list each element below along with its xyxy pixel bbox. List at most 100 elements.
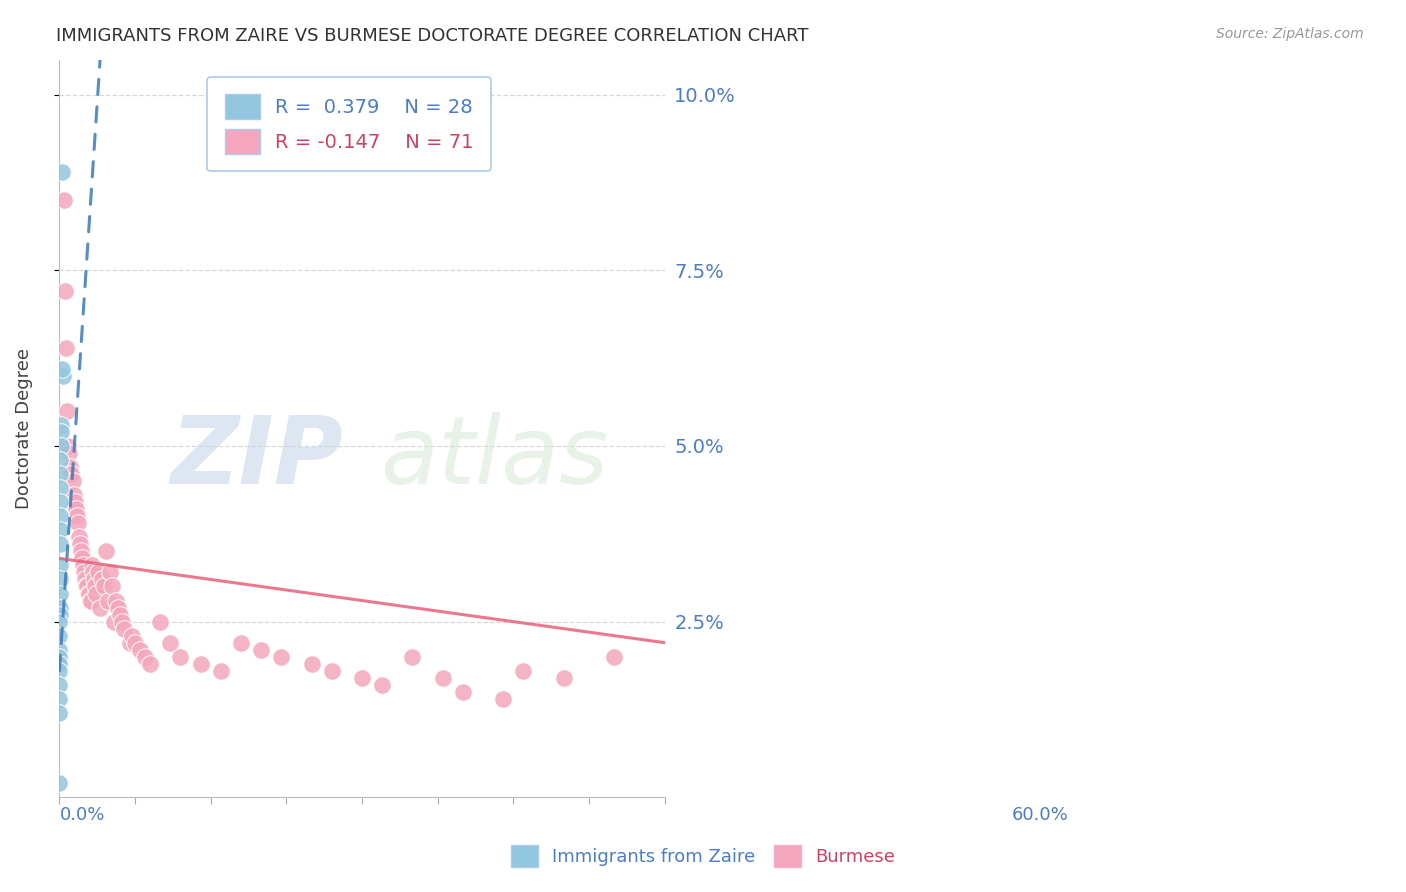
Point <box>52 193 75 207</box>
Point <box>48 573 70 587</box>
Point <box>48 558 70 573</box>
Point <box>58 446 80 460</box>
Point <box>84 586 107 600</box>
Point <box>76 579 98 593</box>
Point <box>93 579 115 593</box>
Point <box>55 285 77 299</box>
Point <box>209 664 232 678</box>
Point <box>58 439 80 453</box>
Point <box>66 516 89 531</box>
Point <box>301 657 323 671</box>
Point <box>48 537 70 551</box>
Point <box>512 664 534 678</box>
Point <box>108 607 131 622</box>
Point <box>90 573 112 587</box>
Legend: R =  0.379    N = 28, R = -0.147    N = 71: R = 0.379 N = 28, R = -0.147 N = 71 <box>208 77 492 171</box>
Text: 60.0%: 60.0% <box>1011 806 1069 824</box>
Point <box>75 579 97 593</box>
Y-axis label: Doctorate Degree: Doctorate Degree <box>15 348 32 509</box>
Point <box>51 417 73 432</box>
Point <box>48 664 70 678</box>
Point <box>83 573 105 587</box>
Point <box>121 629 143 643</box>
Point <box>49 467 72 481</box>
Point <box>321 664 343 678</box>
Point <box>270 649 292 664</box>
Point <box>401 649 423 664</box>
Point <box>48 523 70 537</box>
Point <box>48 678 70 692</box>
Point <box>62 488 84 502</box>
Point <box>48 706 70 720</box>
Text: IMMIGRANTS FROM ZAIRE VS BURMESE DOCTORATE DEGREE CORRELATION CHART: IMMIGRANTS FROM ZAIRE VS BURMESE DOCTORA… <box>56 27 808 45</box>
Point <box>65 502 87 516</box>
Point <box>51 361 73 376</box>
Point <box>49 425 72 439</box>
Point <box>79 593 101 607</box>
Point <box>98 566 121 580</box>
Point <box>73 573 96 587</box>
Point <box>48 615 70 629</box>
Point <box>86 566 108 580</box>
Point <box>190 657 212 671</box>
Point <box>48 657 70 671</box>
Point <box>77 586 100 600</box>
Point <box>94 544 117 558</box>
Point <box>149 615 172 629</box>
Text: 0.0%: 0.0% <box>59 806 105 824</box>
Point <box>104 593 127 607</box>
Point <box>103 615 125 629</box>
Point <box>112 622 135 636</box>
Point <box>55 341 77 355</box>
Point <box>229 635 252 649</box>
Point <box>60 467 83 481</box>
Point <box>111 615 134 629</box>
Point <box>48 629 70 643</box>
Point <box>48 649 70 664</box>
Point <box>67 530 90 544</box>
Point <box>451 685 474 699</box>
Point <box>101 579 124 593</box>
Point <box>603 649 626 664</box>
Legend: Immigrants from Zaire, Burmese: Immigrants from Zaire, Burmese <box>503 838 903 874</box>
Point <box>49 481 72 495</box>
Point <box>63 495 86 509</box>
Point <box>51 165 73 179</box>
Point <box>371 678 394 692</box>
Point <box>134 649 156 664</box>
Text: Source: ZipAtlas.com: Source: ZipAtlas.com <box>1216 27 1364 41</box>
Point <box>432 671 454 685</box>
Point <box>159 635 181 649</box>
Point <box>65 509 87 524</box>
Point <box>139 657 162 671</box>
Point <box>169 649 191 664</box>
Point <box>48 586 70 600</box>
Point <box>492 692 515 706</box>
Point <box>59 460 82 475</box>
Point <box>72 558 94 573</box>
Text: atlas: atlas <box>380 412 609 503</box>
Point <box>80 558 103 573</box>
Text: ZIP: ZIP <box>172 412 344 504</box>
Point <box>97 593 120 607</box>
Point <box>129 642 152 657</box>
Point <box>48 692 70 706</box>
Point <box>48 600 70 615</box>
Point <box>48 607 70 622</box>
Point <box>51 368 73 383</box>
Point <box>79 593 101 607</box>
Point <box>89 600 111 615</box>
Point <box>83 579 105 593</box>
Point <box>49 509 72 524</box>
Point <box>76 586 98 600</box>
Point <box>49 495 72 509</box>
Point <box>69 537 91 551</box>
Point <box>124 635 146 649</box>
Point <box>107 600 129 615</box>
Point <box>82 566 104 580</box>
Point <box>56 404 79 418</box>
Point <box>70 551 93 566</box>
Point <box>48 776 70 790</box>
Point <box>48 642 70 657</box>
Point <box>250 642 273 657</box>
